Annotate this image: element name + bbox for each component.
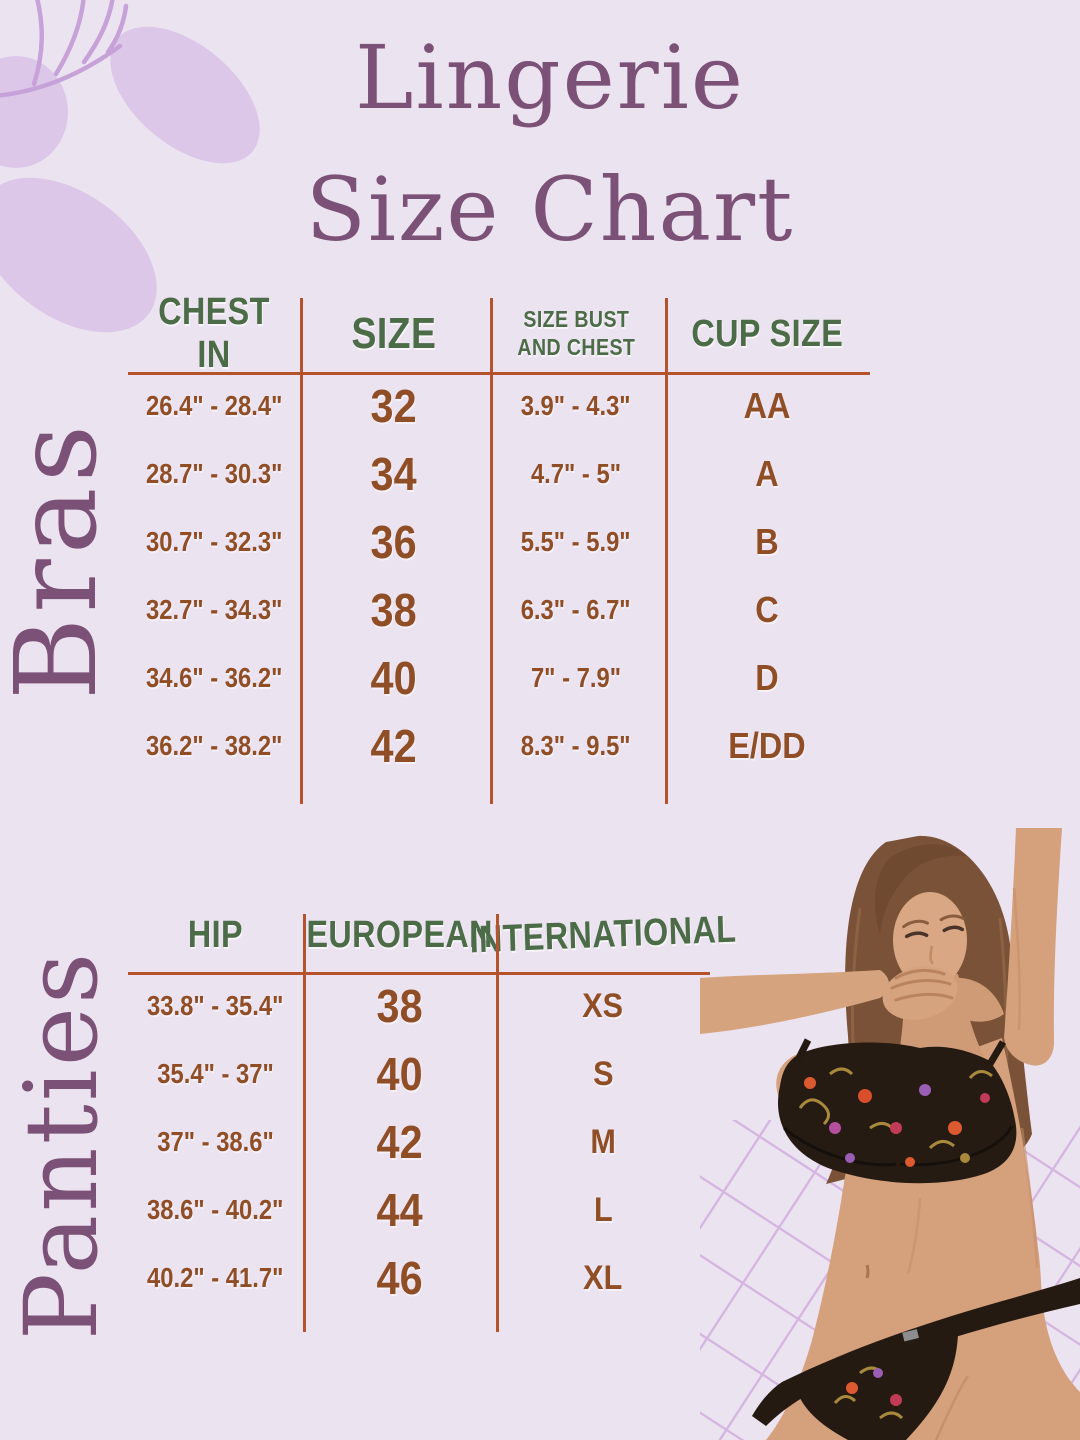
- panties-header-international: INTERNATIONAL: [468, 908, 737, 961]
- bras-header-bust: SIZE BUST AND CHEST: [517, 306, 635, 360]
- bras-section-label: Bras: [0, 419, 122, 701]
- bra-embroidery: [798, 1067, 993, 1167]
- panties-embroidery: [833, 1366, 904, 1420]
- bras-column-divider: [490, 298, 493, 804]
- model-photo: [700, 828, 1080, 1440]
- panties-cell-hip: 37" - 38.6": [157, 1126, 274, 1157]
- bras-cell-cup: C: [755, 589, 779, 630]
- bras-cell-size: 34: [370, 448, 418, 500]
- bras-cell-chest: 34.6" - 36.2": [145, 662, 283, 693]
- bras-cell-cup: D: [755, 657, 779, 698]
- panties-section-label: Panties: [3, 949, 120, 1341]
- bras-cell-chest: 26.4" - 28.4": [145, 390, 283, 421]
- title-line-1: Lingerie: [355, 26, 745, 129]
- title-line-2: Size Chart: [305, 158, 795, 261]
- bras-size-table: CHEST IN SIZE SIZE BUST AND CHEST CUP SI…: [128, 291, 870, 808]
- bras-column-divider: [665, 298, 668, 804]
- bras-cell-cup: A: [755, 453, 779, 494]
- bras-cell-chest: 36.2" - 38.2": [145, 730, 283, 761]
- bras-cell-bust: 3.9" - 4.3": [521, 390, 631, 421]
- panties-cell-euro: 42: [376, 1116, 423, 1168]
- bras-cell-size: 40: [370, 652, 418, 704]
- bras-cell-size: 38: [370, 584, 418, 636]
- panties-cell-euro: 38: [376, 980, 423, 1032]
- panties-cell-hip: 33.8" - 35.4": [147, 990, 284, 1021]
- panties-cell-euro: 46: [376, 1252, 423, 1304]
- bras-cell-size: 32: [370, 380, 418, 432]
- branch-decoration: [0, 0, 129, 98]
- bras-cell-bust: 5.5" - 5.9": [521, 526, 631, 557]
- bras-cell-chest: 30.7" - 32.3": [145, 526, 283, 557]
- bras-cell-bust: 7" - 7.9": [530, 662, 622, 693]
- bras-cell-chest: 32.7" - 34.3": [145, 594, 283, 625]
- bras-cell-bust: 6.3" - 6.7": [521, 594, 631, 625]
- panties-cell-hip: 38.6" - 40.2": [147, 1194, 284, 1225]
- model-panties: [752, 1278, 1080, 1440]
- panties-header-european: EUROPEAN: [306, 913, 493, 956]
- bras-column-divider: [300, 298, 303, 804]
- bras-cell-bust: 8.3" - 9.5": [521, 730, 631, 761]
- lavender-blobs: [0, 26, 260, 333]
- panties-column-divider: [303, 914, 306, 1332]
- bras-cell-bust: 4.7" - 5": [530, 458, 622, 489]
- panties-header-hip: HIP: [187, 913, 244, 956]
- bras-cell-cup: B: [755, 521, 779, 562]
- panties-cell-intl: S: [592, 1054, 614, 1093]
- bras-cell-chest: 28.7" - 30.3": [145, 458, 283, 489]
- bras-cell-cup: E/DD: [728, 725, 806, 766]
- decorative-blobs-branch: [0, 0, 260, 333]
- panties-cell-intl: XL: [583, 1258, 623, 1297]
- bras-header-cup: CUP SIZE: [691, 312, 843, 355]
- panties-cell-intl: M: [590, 1122, 616, 1161]
- bras-cell-cup: AA: [743, 385, 791, 426]
- bras-header-chest: CHEST IN: [158, 291, 270, 376]
- panties-size-table: HIP EUROPEAN INTERNATIONAL 33.8" - 35.4"…: [128, 898, 737, 1334]
- panties-cell-intl: L: [593, 1190, 613, 1229]
- bras-cell-size: 42: [370, 720, 418, 772]
- panties-cell-hip: 35.4" - 37": [157, 1058, 274, 1089]
- panties-column-divider: [496, 914, 499, 1332]
- model-arm-raised: [1004, 828, 1062, 1066]
- panties-cell-hip: 40.2" - 41.7": [147, 1262, 284, 1293]
- bras-header-size: SIZE: [351, 309, 437, 358]
- panties-cell-euro: 40: [376, 1048, 423, 1100]
- panties-cell-euro: 44: [376, 1184, 423, 1236]
- panties-cell-intl: XS: [582, 986, 624, 1025]
- bras-header-divider: [128, 372, 870, 375]
- model-bra: [778, 1038, 1017, 1184]
- model-hands: [700, 966, 1004, 1034]
- panties-header-divider: [128, 972, 710, 975]
- bras-cell-size: 36: [370, 516, 418, 568]
